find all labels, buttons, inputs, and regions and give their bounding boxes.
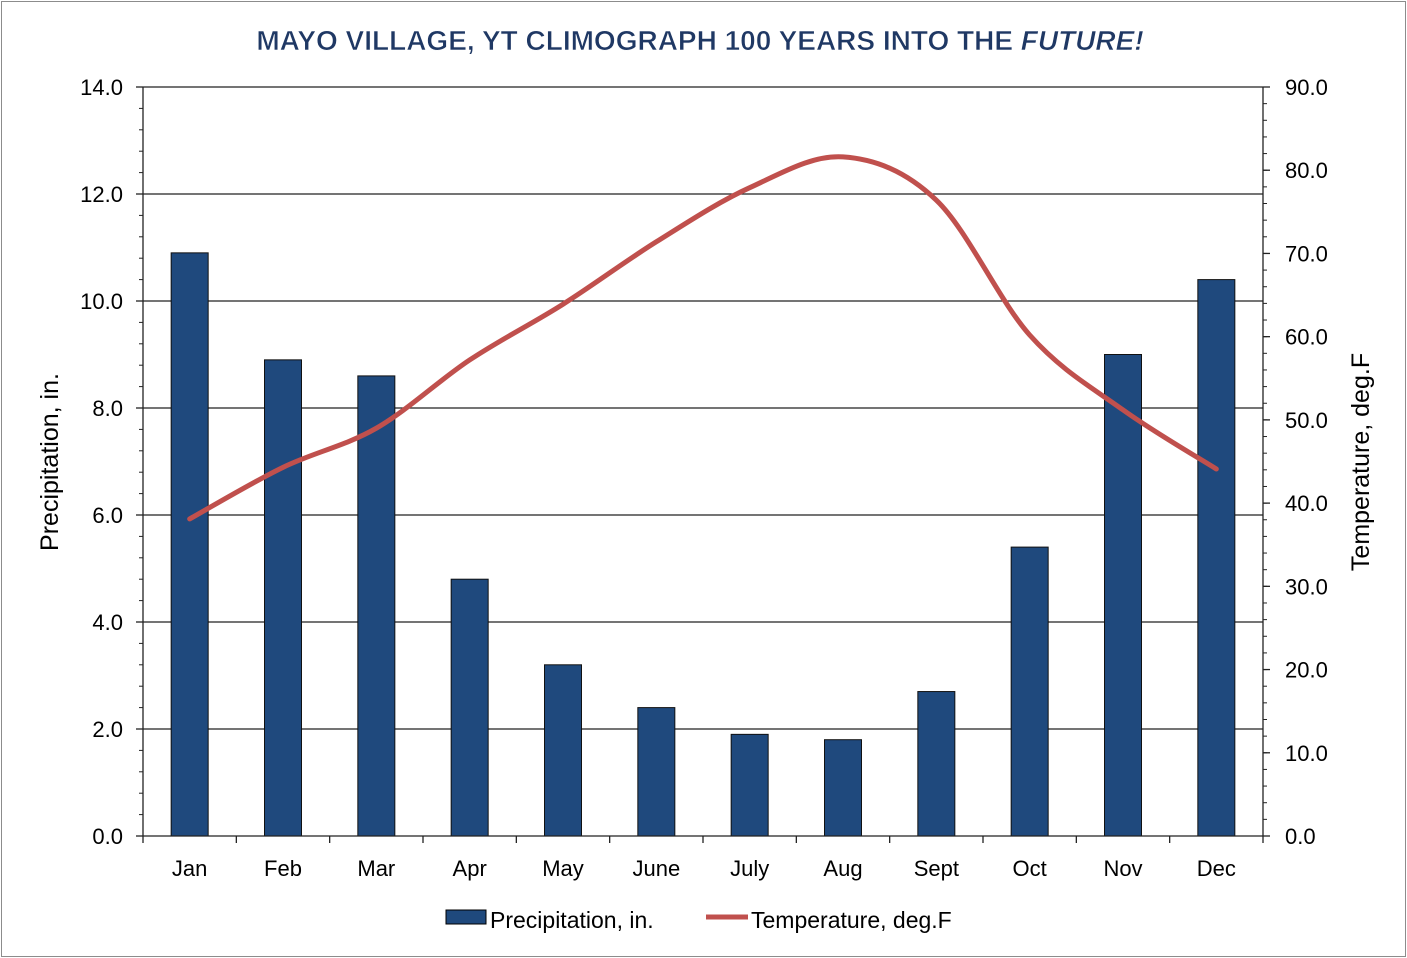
y-axis-label: Precipitation, in.	[36, 373, 64, 551]
y2-tick-label: 90.0	[1285, 75, 1328, 100]
x-tick-label: Mar	[357, 856, 395, 881]
y-tick-label: 8.0	[92, 396, 123, 421]
precipitation-bar	[637, 707, 676, 837]
precipitation-bar	[1010, 546, 1049, 837]
y2-tick-label: 10.0	[1285, 741, 1328, 766]
legend-precip-swatch	[445, 909, 487, 925]
temperature-line	[187, 154, 1219, 522]
x-tick-label: Dec	[1197, 856, 1236, 881]
y2-tick-label: 80.0	[1285, 158, 1328, 183]
y-tick-label: 12.0	[80, 182, 123, 207]
x-tick-label: Apr	[453, 856, 487, 881]
x-tick-label: Jan	[172, 856, 207, 881]
precipitation-bar	[1104, 354, 1142, 837]
chart-title: MAYO VILLAGE, YT CLIMOGRAPH 100 YEARS IN…	[256, 25, 1144, 57]
y2-tick-label: 50.0	[1285, 408, 1328, 433]
y2-tick-label: 30.0	[1285, 574, 1328, 599]
y2-tick-label: 70.0	[1285, 241, 1328, 266]
title-emphasis: FUTURE!	[1021, 25, 1144, 56]
y2-tick-label: 0.0	[1285, 824, 1316, 849]
x-tick-label: Aug	[823, 856, 862, 881]
axes	[136, 86, 1270, 843]
precipitation-bar	[264, 359, 302, 837]
x-tick-label: May	[542, 856, 584, 881]
temperature-curve	[187, 154, 1219, 522]
x-tick-label: Sept	[914, 856, 959, 881]
y-tick-label: 4.0	[92, 610, 123, 635]
y-tick-label: 6.0	[92, 503, 123, 528]
y-tick-label: 0.0	[92, 824, 123, 849]
svg-text:MAYO VILLAGE, YT CLIMOGRAPH 10: MAYO VILLAGE, YT CLIMOGRAPH 100 YEARS IN…	[256, 25, 1143, 56]
x-tick-label: Nov	[1103, 856, 1142, 881]
y2-tick-label: 20.0	[1285, 658, 1328, 683]
precipitation-bar	[1197, 279, 1236, 837]
legend-temp-label: Temperature, deg.F	[751, 907, 952, 933]
x-tick-label: June	[632, 856, 680, 881]
precipitation-bar	[544, 664, 582, 837]
legend: Precipitation, in. Temperature, deg.F	[445, 907, 952, 933]
precipitation-bar	[357, 375, 396, 837]
y2-tick-label: 40.0	[1285, 491, 1328, 516]
y-tick-label: 10.0	[80, 289, 123, 314]
y-tick-label: 2.0	[92, 717, 123, 742]
x-tick-label: Feb	[264, 856, 302, 881]
x-tick-label: July	[730, 856, 769, 881]
precipitation-bar	[170, 252, 209, 837]
x-tick-label: Oct	[1013, 856, 1047, 881]
tick-labels: 0.0 2.0 4.0 6.0 8.0 10.0 12.0 14.0 0.0 10.0 20.0 30…	[80, 75, 1328, 881]
precipitation-bars	[170, 252, 1236, 837]
precipitation-bar	[917, 691, 956, 837]
y2-axis-label: Temperature, deg.F	[1347, 353, 1375, 571]
gridlines	[143, 86, 1263, 730]
precipitation-bar	[450, 578, 489, 837]
y2-tick-label: 60.0	[1285, 325, 1328, 350]
title-text: MAYO VILLAGE, YT CLIMOGRAPH 100 YEARS IN…	[256, 25, 1013, 56]
y-tick-label: 14.0	[80, 75, 123, 100]
precipitation-bar	[730, 733, 769, 837]
legend-precip-label: Precipitation, in.	[490, 907, 654, 933]
precipitation-bar	[824, 739, 862, 837]
